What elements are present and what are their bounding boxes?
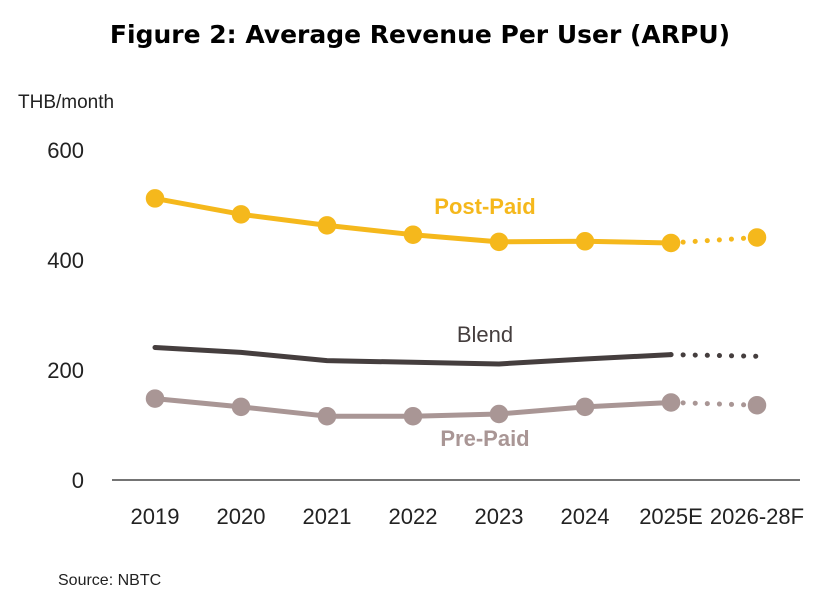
pre-paid-point — [747, 395, 767, 415]
x-tick-label: 2019 — [131, 504, 180, 529]
pre-paid-point — [145, 389, 165, 408]
pre-paid-point — [661, 393, 681, 412]
y-tick-label: 200 — [47, 358, 84, 383]
pre-paid-series-label: Pre-Paid — [440, 426, 529, 451]
pre-paid-point — [231, 397, 251, 417]
blend-series-line — [152, 344, 674, 367]
pre-paid-point — [317, 406, 337, 426]
pre-paid-point — [403, 406, 423, 426]
x-tick-label: 2026-28F — [710, 504, 804, 529]
post-paid-point — [747, 228, 767, 247]
x-tick-label: 2020 — [217, 504, 266, 529]
blend-series-label: Blend — [457, 322, 513, 347]
post-paid-point — [231, 205, 251, 224]
post-paid-point — [403, 225, 423, 244]
post-paid-point — [317, 216, 337, 235]
post-paid-point — [489, 232, 509, 252]
y-tick-label: 600 — [47, 138, 84, 163]
pre-paid-point — [489, 404, 509, 424]
y-tick-label: 400 — [47, 248, 84, 273]
x-tick-label: 2022 — [389, 504, 438, 529]
y-axis-unit-label: THB/month — [18, 92, 114, 113]
x-axis-ticks: 2019 2020 2021 2022 2023 2024 2025E 2026-28F — [131, 504, 805, 529]
pre-paid-point — [575, 397, 595, 417]
x-tick-label: 2023 — [475, 504, 524, 529]
source-note: Source: NBTC — [58, 572, 161, 589]
post-paid-point — [661, 233, 681, 253]
series-layer — [145, 189, 767, 426]
x-tick-label: 2021 — [303, 504, 352, 529]
y-axis-ticks: 0 200 400 600 — [47, 138, 84, 493]
x-tick-label: 2024 — [561, 504, 610, 529]
y-tick-label: 0 — [72, 468, 84, 493]
chart-title: Figure 2: Average Revenue Per User (ARPU… — [110, 20, 730, 49]
post-paid-forecast-line — [668, 234, 760, 246]
pre-paid-forecast-line — [668, 399, 760, 408]
blend-forecast-line — [668, 352, 760, 359]
post-paid-series-label: Post-Paid — [434, 194, 535, 219]
post-paid-point — [575, 232, 595, 251]
x-tick-label: 2025E — [639, 504, 703, 529]
post-paid-point — [145, 189, 165, 208]
